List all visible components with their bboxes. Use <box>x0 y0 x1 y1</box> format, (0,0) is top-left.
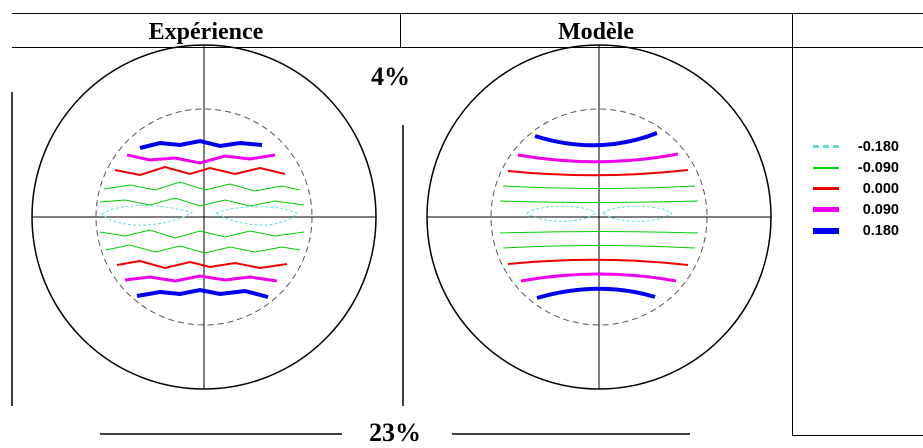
header-bottom-border <box>12 47 923 48</box>
top-percent-label: 4% <box>371 62 410 91</box>
contour--0.180-right-loop <box>214 206 298 226</box>
contour-0.000-top <box>114 165 286 177</box>
model-pole-figure <box>426 44 772 390</box>
legend-swatch <box>813 207 839 212</box>
legend-label: -0.090 <box>857 159 899 176</box>
contour-0.000-top <box>507 169 689 177</box>
legend-item: 0.090 <box>813 199 918 220</box>
contour--0.180-left-loop <box>101 205 194 226</box>
legend-label: -0.180 <box>857 138 899 155</box>
experience-pole-figure <box>31 44 377 390</box>
legend-item: 0.180 <box>813 220 918 241</box>
contour-0.180-top <box>139 138 263 150</box>
contour--0.090-top-a <box>502 185 696 189</box>
contour-0.090-top <box>126 153 276 165</box>
legend-label: 0.180 <box>862 222 899 239</box>
table-right-divider <box>792 13 793 436</box>
contour--0.180-left-loop <box>526 205 596 222</box>
contour--0.090-top-b <box>99 197 305 207</box>
legend-item: 0.000 <box>813 178 918 199</box>
contour-0.090-bottom <box>520 272 677 283</box>
contour--0.090-bottom-a <box>99 229 305 239</box>
contour--0.090-bottom-a <box>499 231 699 234</box>
legend-item: -0.090 <box>813 157 918 178</box>
contour--0.090-bottom-b <box>502 245 696 249</box>
contour--0.090-top-b <box>499 200 699 203</box>
table-top-border <box>12 13 923 14</box>
contour-0.000-bottom <box>507 258 689 266</box>
legend-swatch <box>813 227 839 234</box>
table-bottom-border <box>792 435 923 436</box>
contour-0.090-bottom <box>124 274 278 283</box>
header-experience: Expérience <box>148 19 264 45</box>
contour-0.180-top <box>534 131 658 148</box>
contour--0.180-right-loop <box>602 205 673 222</box>
header-model: Modèle <box>558 19 634 45</box>
legend-swatch <box>813 166 839 169</box>
contour-0.090-top <box>517 152 679 164</box>
contour-0.000-bottom <box>116 259 288 270</box>
legend: -0.180 -0.090 0.000 0.090 0.180 <box>813 136 918 241</box>
legend-swatch <box>813 187 839 190</box>
legend-label: 0.090 <box>862 201 899 218</box>
legend-label: 0.000 <box>862 180 899 197</box>
contour--0.090-top-a <box>103 181 301 192</box>
header-divider-1 <box>400 13 401 47</box>
contour--0.090-bottom-b <box>105 244 301 254</box>
bottom-percent-label: 23% <box>369 418 421 447</box>
contour-0.180-bottom <box>136 287 269 299</box>
legend-item: -0.180 <box>813 136 918 157</box>
legend-swatch <box>813 145 839 148</box>
contour-0.180-bottom <box>536 286 656 300</box>
